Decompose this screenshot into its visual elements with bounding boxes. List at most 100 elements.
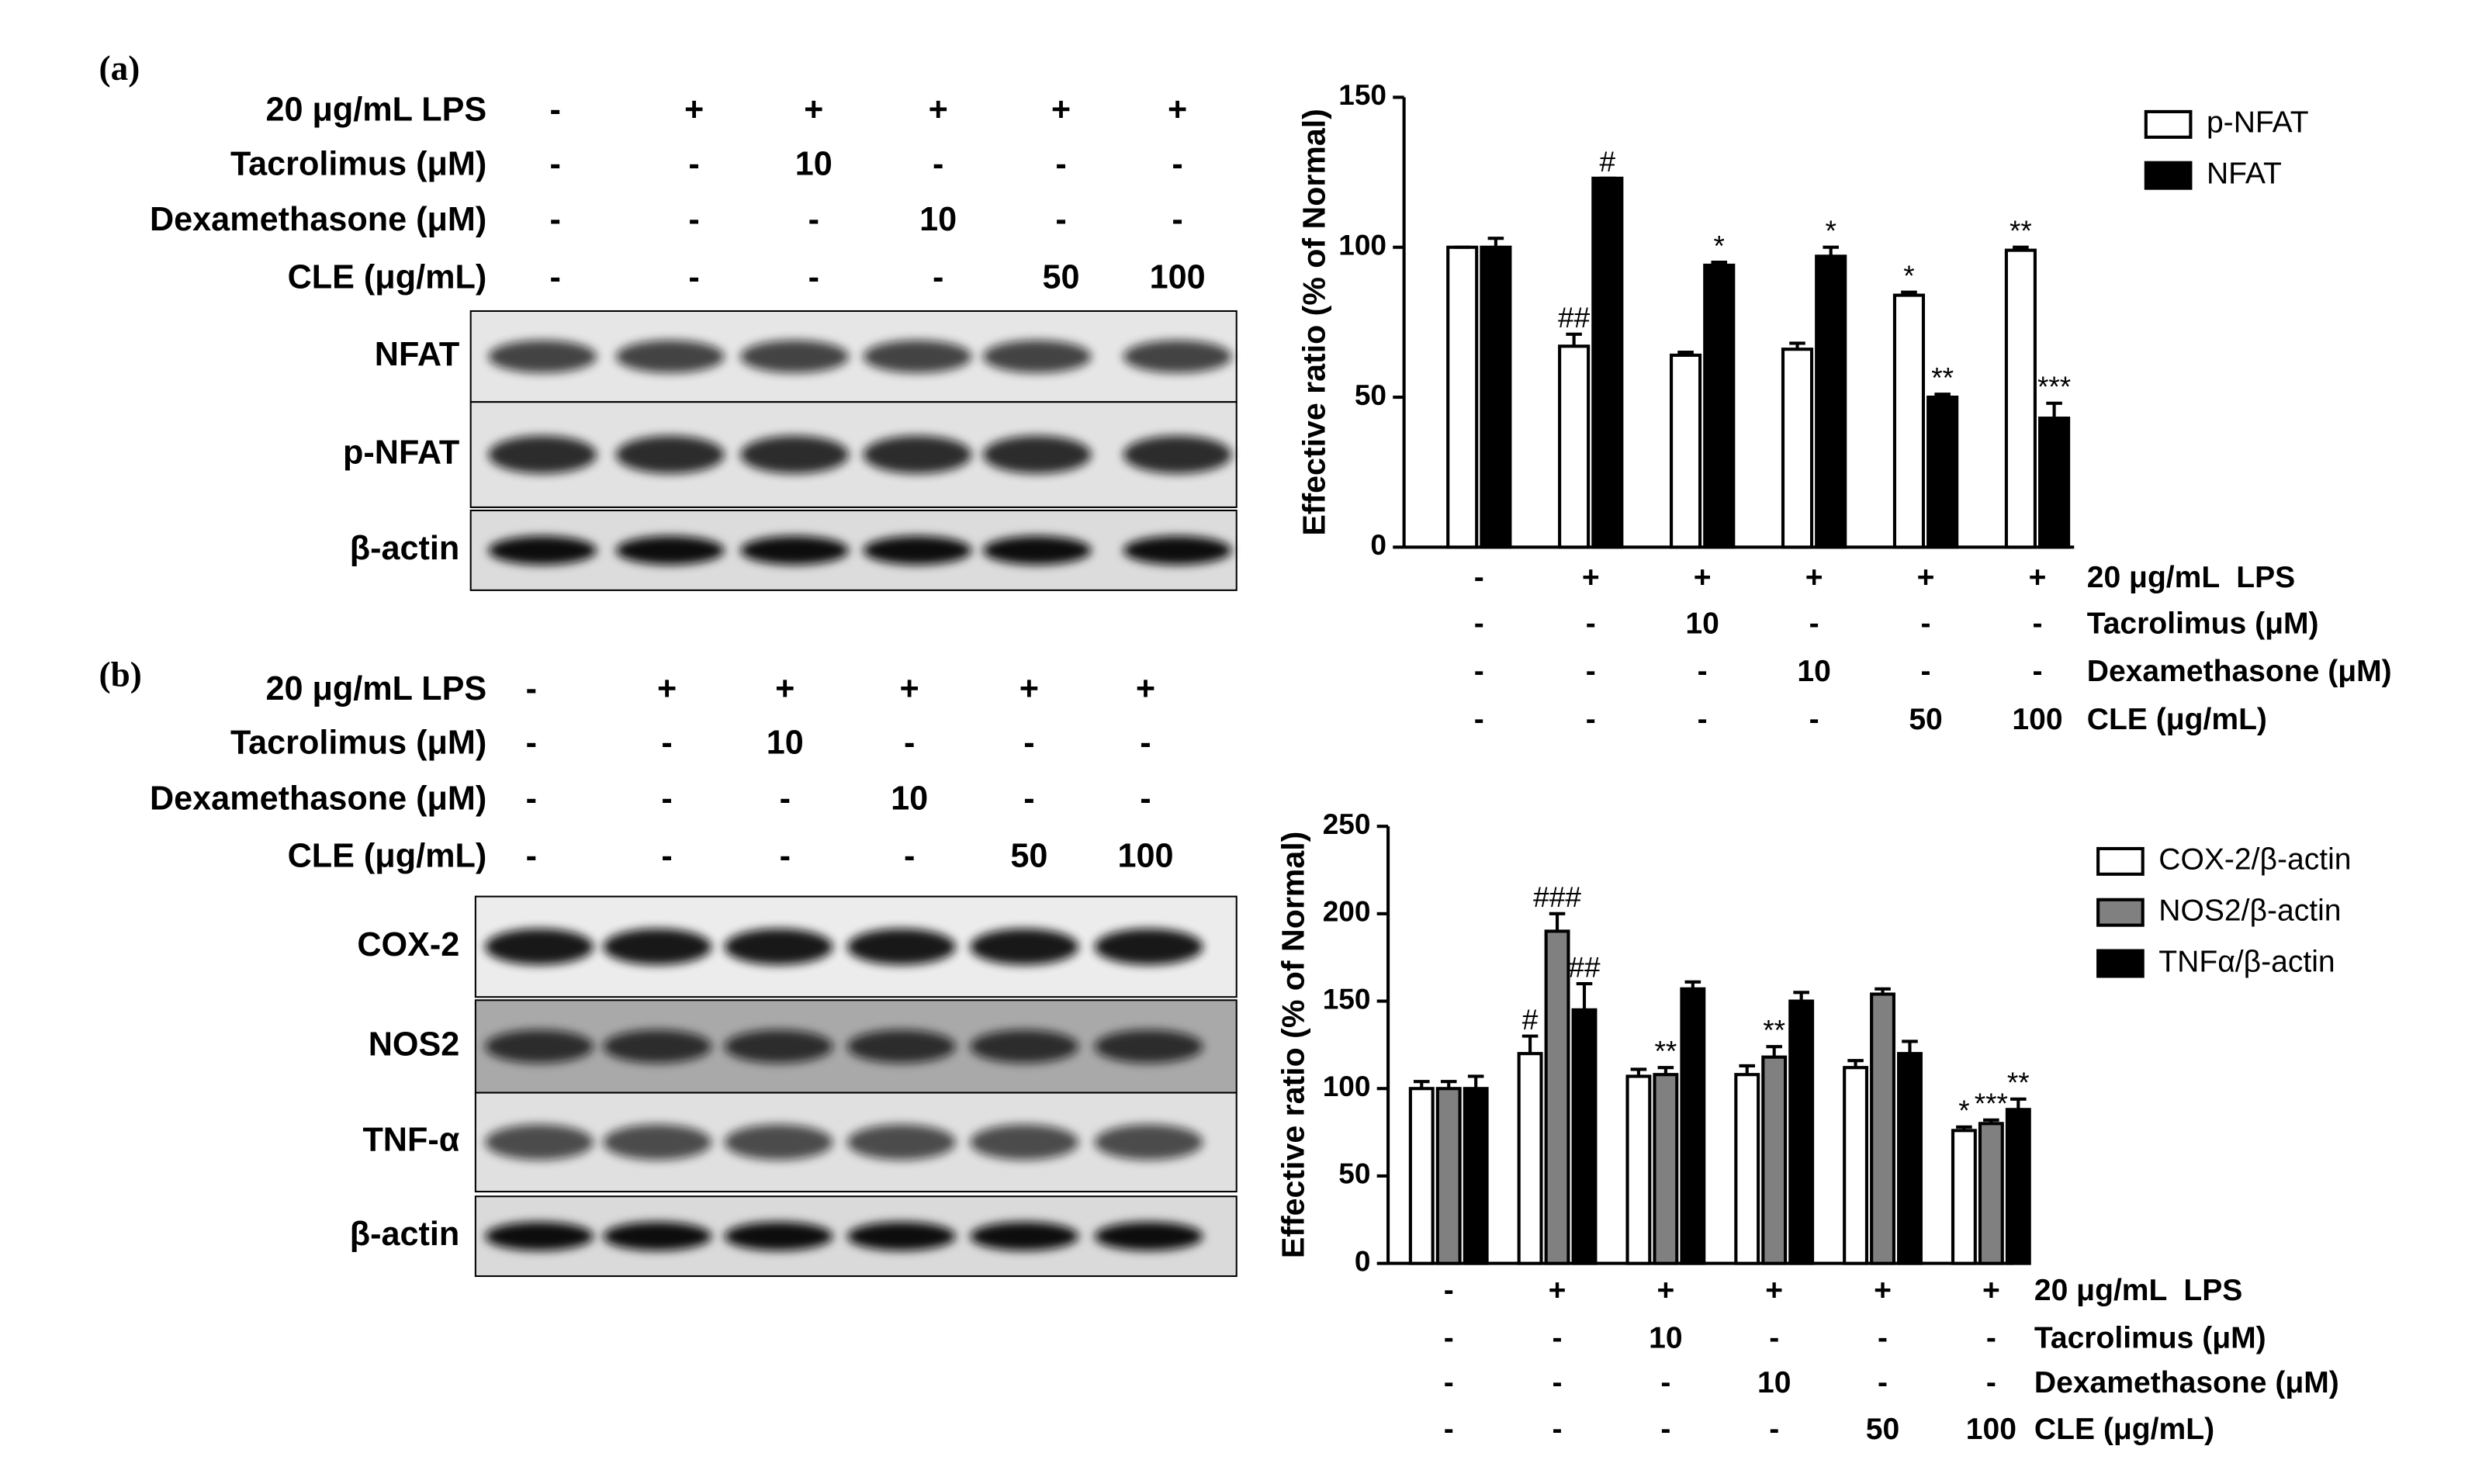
treatment-name: CLE (μg/mL): [288, 838, 487, 875]
error-bar: [1902, 1039, 1918, 1054]
treatment-value: +: [1656, 1274, 1674, 1307]
treatment-value: -: [1055, 145, 1066, 182]
blot-row-label: β-actin: [350, 530, 460, 567]
blot-band: [863, 535, 972, 565]
bar: [1897, 1052, 1923, 1265]
treatment-value: -: [1140, 780, 1151, 818]
blot-band: [1123, 340, 1232, 373]
treatment-value: 10: [1685, 607, 1719, 640]
treatment-name: Tacrolimus (μM): [2034, 1322, 2266, 1355]
treatment-value: -: [1553, 1413, 1563, 1446]
error-bar: [1956, 1125, 1972, 1131]
treatment-value: -: [526, 780, 537, 818]
treatment-value: +: [1136, 670, 1155, 707]
blot-strip: [469, 401, 1238, 508]
blot-band: [846, 1124, 956, 1161]
y-tick-label: 150: [1323, 982, 1371, 1015]
treatment-value: -: [1660, 1413, 1670, 1446]
treatment-name: Dexamethasone (μM): [150, 780, 486, 818]
treatment-value: -: [688, 258, 699, 296]
significance-mark: ***: [1975, 1087, 2008, 1119]
bar: [1788, 999, 1815, 1265]
blot-band: [740, 435, 850, 474]
blot-band: [603, 1029, 712, 1064]
treatment-name: 20 μg/mL LPS: [2087, 561, 2295, 594]
treatment-name: CLE (μg/mL): [2034, 1413, 2214, 1446]
treatment-value: 10: [1649, 1322, 1682, 1355]
significance-mark: *: [1825, 214, 1836, 247]
error-bar: [1566, 332, 1582, 347]
legend-swatch: [2144, 161, 2193, 190]
bar: [1926, 395, 1959, 549]
treatment-value: -: [1553, 1366, 1563, 1399]
bar: [1734, 1073, 1760, 1265]
treatment-value: -: [904, 838, 915, 875]
blot-band: [1094, 1222, 1203, 1251]
blot-row-label: COX-2: [357, 926, 459, 963]
treatment-value: -: [1698, 655, 1708, 688]
treatment-value: +: [657, 670, 677, 707]
significance-mark: *: [1714, 229, 1725, 261]
bar: [1544, 929, 1570, 1265]
blot-band: [1094, 929, 1203, 965]
bar: [1653, 1073, 1679, 1265]
legend-label: COX-2/β-actin: [2158, 843, 2351, 877]
blot-band: [1094, 1124, 1203, 1161]
treatment-value: -: [1444, 1413, 1454, 1446]
treatment-value: -: [1444, 1366, 1454, 1399]
y-axis-label: Effective ratio (% of Normal): [1276, 832, 1311, 1259]
treatment-value: +: [1549, 1274, 1566, 1307]
treatment-value: 10: [767, 725, 804, 762]
legend-swatch: [2096, 898, 2145, 927]
y-tick-label: 100: [1338, 229, 1386, 261]
legend-label: NOS2/β-actin: [2158, 894, 2341, 928]
treatment-name: 20 μg/mL LPS: [2034, 1274, 2242, 1307]
treatment-value: 100: [1117, 838, 1173, 875]
error-bar: [1766, 1045, 1782, 1057]
y-tick-label: 200: [1323, 895, 1371, 928]
bar: [1435, 1087, 1462, 1265]
y-tick-label: 50: [1355, 379, 1386, 411]
blot-band: [724, 1222, 833, 1251]
treatment-value: -: [808, 258, 819, 296]
bar: [1870, 992, 1895, 1265]
treatment-value: -: [1769, 1413, 1779, 1446]
bar: [2004, 248, 2037, 549]
error-bar: [1901, 290, 1917, 296]
bar: [1978, 1122, 2004, 1265]
error-bar: [1934, 393, 1951, 398]
blot-band: [485, 929, 594, 965]
treatment-value: -: [808, 201, 819, 238]
blot-band: [982, 435, 1092, 474]
treatment-name: Dexamethasone (μM): [150, 201, 486, 238]
treatment-value: -: [549, 91, 560, 128]
bar: [1703, 263, 1736, 549]
significance-mark: ***: [2037, 370, 2071, 403]
treatment-value: 50: [1909, 703, 1942, 736]
bar: [1680, 987, 1706, 1265]
blot-band: [615, 340, 725, 373]
treatment-value: -: [1809, 703, 1819, 736]
blot-row-label: TNF-α: [362, 1122, 459, 1159]
blot-band: [863, 340, 972, 373]
treatment-value: -: [1023, 725, 1034, 762]
significance-mark: *: [1958, 1094, 1969, 1126]
blot-band: [740, 340, 850, 373]
treatment-value: -: [661, 780, 672, 818]
bar: [1446, 245, 1479, 549]
treatment-value: -: [549, 201, 560, 238]
blot-band: [970, 1029, 1079, 1064]
blot-band: [485, 1222, 594, 1251]
error-bar: [2046, 401, 2062, 419]
treatment-value: -: [1474, 655, 1484, 688]
treatment-value: -: [1698, 703, 1708, 736]
significance-mark: **: [1763, 1013, 1785, 1046]
treatment-value: +: [1582, 561, 1600, 594]
treatment-value: -: [1921, 607, 1931, 640]
blot-band: [1094, 1029, 1203, 1064]
treatment-name: Dexamethasone (μM): [2034, 1366, 2339, 1399]
bar: [1480, 245, 1512, 549]
treatment-value: +: [1805, 561, 1823, 594]
blot-band: [970, 1124, 1079, 1161]
